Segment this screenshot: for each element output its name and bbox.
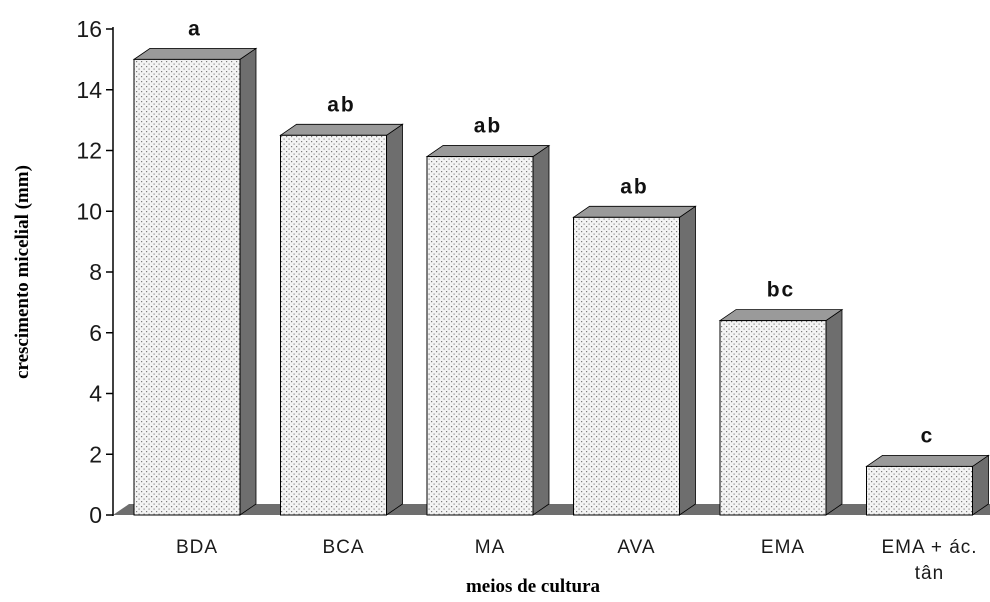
- bar: [573, 216, 680, 516]
- significance-letter: a: [188, 17, 202, 40]
- bar-side: [532, 144, 550, 516]
- bar-group: a: [132, 17, 258, 516]
- y-tick-label: 10: [76, 198, 102, 224]
- bar: [426, 156, 534, 516]
- category-labels: BDA BCA MA AVA EMA EMA + ác. tân: [176, 537, 977, 584]
- significance-letter: ab: [474, 115, 503, 138]
- x-category-label: EMA + ác.: [881, 537, 977, 558]
- x-category-label: AVA: [617, 537, 655, 558]
- y-tick-label: 8: [89, 259, 102, 285]
- y-axis-title: crescimento micelial (mm): [12, 165, 33, 379]
- significance-letter: ab: [620, 175, 649, 198]
- bar-top: [572, 205, 697, 218]
- y-axis: 0 2 4 6 8 10 12 14 16: [76, 16, 114, 528]
- bar-side: [679, 205, 696, 516]
- bar-group: ab: [572, 175, 697, 516]
- bar: [280, 134, 387, 516]
- y-tick-label: 4: [89, 381, 102, 407]
- bar-group: bc: [718, 279, 844, 516]
- bar-group: ab: [279, 93, 404, 516]
- significance-letter: c: [921, 424, 935, 447]
- y-tick-label: 0: [89, 502, 102, 528]
- bar-side: [386, 123, 403, 516]
- y-tick-label: 12: [76, 138, 102, 164]
- x-category-label: BDA: [176, 537, 218, 558]
- bar-group: c: [865, 424, 990, 516]
- bar-side: [825, 308, 843, 516]
- significance-letter: bc: [767, 279, 796, 302]
- bar: [133, 58, 241, 516]
- bar-top: [132, 47, 258, 60]
- x-category-label: tân: [915, 563, 944, 584]
- y-tick-label: 6: [89, 320, 102, 346]
- bar-side: [239, 47, 257, 516]
- bar: [719, 320, 827, 516]
- bar-top: [865, 454, 990, 467]
- x-axis-title: meios de cultura: [466, 576, 601, 597]
- bar: [866, 465, 973, 516]
- y-tick-label: 2: [89, 441, 102, 467]
- significance-letter: ab: [327, 93, 356, 116]
- bar-top: [425, 145, 551, 157]
- bar-top: [279, 123, 404, 136]
- x-category-label: BCA: [322, 537, 364, 558]
- bar-top: [718, 309, 844, 322]
- bar-group: ab: [425, 115, 551, 516]
- y-tick-label: 16: [76, 16, 102, 42]
- x-category-label: EMA: [761, 537, 805, 558]
- x-category-label: MA: [475, 537, 506, 558]
- bars: a ab ab ab bc c: [132, 17, 990, 516]
- y-tick-label: 14: [76, 77, 102, 103]
